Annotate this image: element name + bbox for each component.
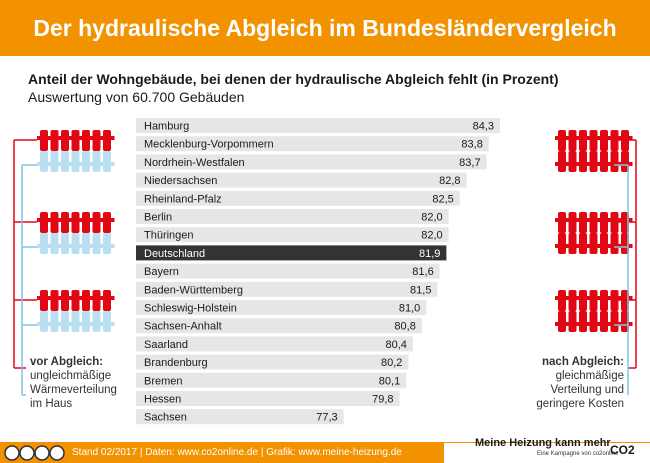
radiator-icon bbox=[555, 212, 633, 254]
value-label: 81,9 bbox=[419, 248, 440, 260]
left-note-line: im Haus bbox=[30, 398, 73, 410]
value-label: 80,2 bbox=[381, 357, 402, 369]
radiator-icon bbox=[37, 212, 115, 254]
page-title: Der hydraulische Abgleich im Bundeslände… bbox=[33, 15, 617, 41]
right-note-line: Verteilung und bbox=[550, 384, 624, 396]
value-label: 77,3 bbox=[316, 412, 337, 424]
left-note-line: ungleichmäßige bbox=[30, 370, 112, 382]
category-label: Brandenburg bbox=[144, 357, 208, 369]
left-note-line: Wärmeverteilung bbox=[30, 384, 117, 396]
category-label: Hessen bbox=[144, 394, 181, 406]
bar bbox=[136, 354, 409, 370]
chart-title: Anteil der Wohngebäude, bei denen der hy… bbox=[28, 71, 559, 87]
bar bbox=[136, 172, 467, 188]
footer-logo-area bbox=[444, 443, 650, 463]
brand-subline: Eine Kampagne von co2online bbox=[537, 451, 619, 457]
bar bbox=[136, 336, 413, 352]
category-label: Hamburg bbox=[144, 121, 189, 133]
category-label: Berlin bbox=[144, 212, 172, 224]
value-label: 81,6 bbox=[412, 266, 433, 278]
value-label: 79,8 bbox=[372, 394, 393, 406]
left-note: vor Abgleich: ungleichmäßige Wärmevertei… bbox=[30, 355, 117, 411]
category-label: Schleswig-Holstein bbox=[144, 303, 237, 315]
bar bbox=[136, 209, 449, 224]
category-label: Rheinland-Pfalz bbox=[144, 193, 222, 205]
header-bar: Der hydraulische Abgleich im Bundeslände… bbox=[0, 0, 650, 56]
value-label: 84,3 bbox=[473, 121, 494, 133]
category-label: Sachsen bbox=[144, 412, 187, 424]
value-label: 80,8 bbox=[394, 321, 415, 333]
value-label: 82,8 bbox=[439, 175, 460, 187]
value-label: 82,0 bbox=[421, 212, 442, 224]
radiator-icon bbox=[555, 290, 633, 332]
radiator-icon bbox=[37, 290, 115, 332]
bar bbox=[136, 318, 422, 334]
right-note-line: geringere Kosten bbox=[536, 398, 624, 410]
bar bbox=[136, 154, 487, 170]
bar bbox=[136, 372, 407, 388]
brand-name: Meine Heizung kann mehr bbox=[475, 437, 611, 449]
right-note-line: gleichmäßige bbox=[555, 370, 624, 382]
bar bbox=[136, 409, 344, 425]
bar bbox=[136, 118, 500, 133]
bar bbox=[136, 300, 427, 315]
footer-text: Stand 02/2017 | Daten: www.co2online.de … bbox=[72, 447, 402, 458]
value-label: 82,0 bbox=[421, 230, 442, 242]
bar bbox=[136, 227, 449, 243]
right-note: nach Abgleich: gleichmäßige Verteilung u… bbox=[536, 355, 624, 411]
value-label: 80,1 bbox=[379, 375, 400, 387]
left-note-title: vor Abgleich: bbox=[30, 356, 104, 368]
category-label: Thüringen bbox=[144, 230, 194, 242]
bar bbox=[136, 263, 440, 279]
category-label: Baden-Württemberg bbox=[144, 284, 243, 296]
category-label: Niedersachsen bbox=[144, 175, 217, 187]
co2-logo: CO2 bbox=[610, 443, 635, 457]
category-label: Bremen bbox=[144, 375, 183, 387]
category-label: Nordrhein-Westfalen bbox=[144, 157, 245, 169]
bar bbox=[136, 136, 489, 152]
value-label: 82,5 bbox=[432, 193, 453, 205]
value-label: 81,5 bbox=[410, 284, 431, 296]
bar bbox=[136, 190, 460, 206]
value-label: 83,7 bbox=[459, 157, 480, 169]
radiator-icon bbox=[37, 130, 115, 172]
category-label: Sachsen-Anhalt bbox=[144, 321, 222, 333]
bar bbox=[136, 245, 447, 261]
cc-license-icon bbox=[4, 445, 65, 461]
value-label: 83,8 bbox=[461, 139, 482, 151]
category-label: Bayern bbox=[144, 266, 179, 278]
bar bbox=[136, 281, 438, 297]
chart-subtitle: Auswertung von 60.700 Gebäuden bbox=[28, 89, 245, 105]
category-label: Mecklenburg-Vorpommern bbox=[144, 139, 274, 151]
value-label: 80,4 bbox=[385, 339, 406, 351]
value-label: 81,0 bbox=[399, 303, 420, 315]
radiator-icon bbox=[555, 130, 633, 172]
right-note-title: nach Abgleich: bbox=[542, 356, 624, 368]
category-label: Deutschland bbox=[144, 248, 205, 260]
bar bbox=[136, 391, 400, 406]
category-label: Saarland bbox=[144, 339, 188, 351]
